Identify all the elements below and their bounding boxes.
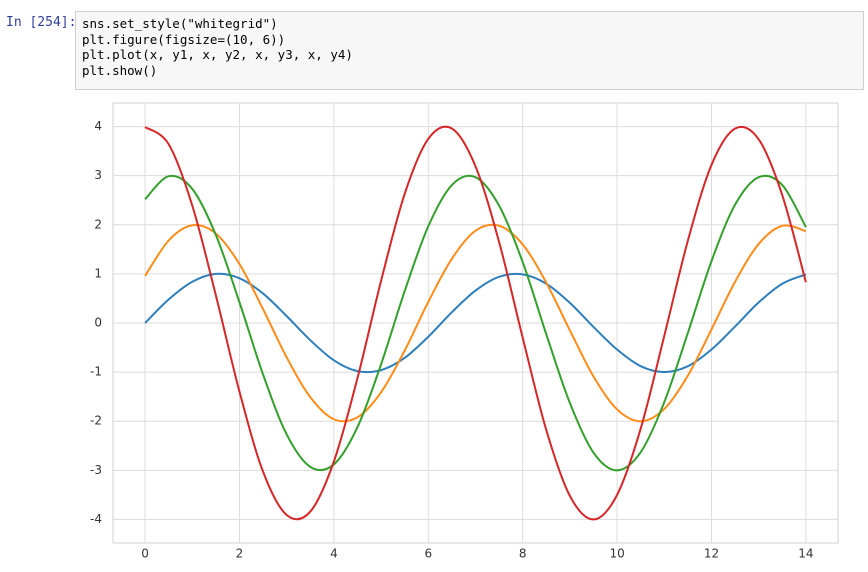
code-cell[interactable]: sns.set_style("whitegrid") plt.figure(fig… [75, 11, 864, 90]
x-tick-label: 14 [798, 547, 813, 561]
y-tick-label: 4 [94, 119, 102, 133]
cell-prompt: In [254]: [6, 15, 77, 30]
y-tick-label: -2 [90, 414, 102, 428]
x-tick-label: 10 [609, 547, 624, 561]
line-series [144, 174, 807, 472]
x-tick-label: 0 [141, 547, 149, 561]
code-line: plt.show() [82, 62, 158, 78]
code-line: sns.set_style("whitegrid") [82, 16, 278, 31]
x-tick-label: 6 [424, 547, 432, 561]
line-series [144, 125, 807, 521]
x-tick-label: 2 [236, 547, 244, 561]
x-tick-label: 8 [519, 547, 527, 561]
y-tick-label: 1 [94, 266, 102, 280]
y-tick-label: -3 [90, 463, 102, 477]
code-line: plt.plot(x, y1, x, y2, x, y3, x, y4) [82, 47, 353, 62]
code-line: plt.figure(figsize=(10, 6)) [82, 31, 286, 47]
x-tick-label: 12 [704, 547, 719, 561]
y-tick-label: 2 [94, 217, 102, 231]
y-tick-label: -1 [90, 365, 102, 379]
y-tick-label: 3 [94, 168, 102, 182]
line-series [144, 223, 807, 423]
y-tick-label: -4 [90, 512, 102, 526]
y-tick-label: 0 [94, 316, 102, 330]
x-tick-label: 4 [330, 547, 338, 561]
